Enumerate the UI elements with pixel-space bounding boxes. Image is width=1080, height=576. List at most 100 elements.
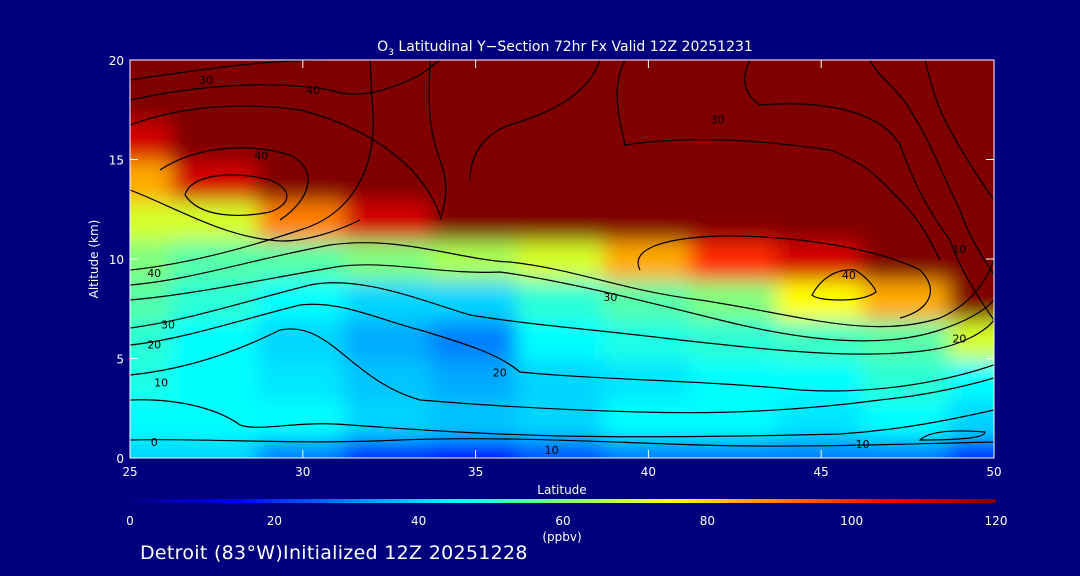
heatmap-cell — [862, 436, 953, 458]
heatmap-cell — [948, 157, 994, 202]
contour-label: 0 — [151, 436, 158, 449]
heatmap-cell — [862, 60, 953, 82]
heatmap-cell — [257, 276, 348, 321]
contour-label: 40 — [254, 150, 268, 163]
heatmap-cell — [430, 60, 521, 82]
contour-line — [130, 189, 361, 242]
x-axis-label: Latitude — [537, 483, 586, 497]
heatmap-cell — [171, 117, 262, 162]
contour-line — [918, 430, 986, 441]
ozone-heatmap — [130, 60, 994, 458]
y-tick-label: 15 — [109, 154, 124, 168]
heatmap-cell — [862, 356, 953, 401]
heatmap-cell — [257, 197, 348, 242]
heatmap-cell — [430, 197, 521, 242]
heatmap-cell — [430, 316, 521, 361]
heatmap-cell — [689, 356, 780, 401]
heatmap-cell — [776, 117, 867, 162]
heatmap-cell — [689, 237, 780, 281]
heatmap-cell — [344, 60, 435, 82]
contour-line — [130, 264, 994, 342]
heatmap-cell — [344, 276, 435, 321]
heatmap-cell — [171, 276, 262, 321]
contour-label: 10 — [154, 376, 168, 389]
heatmap-cell — [430, 157, 521, 202]
heatmap-cell — [862, 396, 953, 441]
heatmap-cell — [776, 60, 867, 82]
contour-line — [130, 60, 441, 101]
heatmap-cell — [603, 396, 694, 441]
heatmap-cell — [776, 197, 867, 242]
heatmap-cell — [603, 237, 694, 281]
y-tick-label: 5 — [116, 353, 124, 367]
heatmap-cell — [344, 157, 435, 202]
heatmap-cell — [130, 197, 176, 242]
colorbar-tick-label: 80 — [700, 514, 715, 528]
heatmap-cell — [776, 157, 867, 202]
x-tick-label: 40 — [641, 465, 656, 479]
y-tick-label: 0 — [116, 452, 124, 466]
colorbar-tick-label: 40 — [411, 514, 426, 528]
x-tick-label: 50 — [986, 465, 1001, 479]
heatmap-cell — [130, 436, 176, 458]
heatmap-cell — [516, 77, 608, 122]
heatmap-cell — [862, 237, 953, 281]
heatmap-cell — [344, 237, 435, 281]
contour-line — [130, 242, 994, 328]
heatmap-cell — [689, 77, 780, 122]
heatmap-cell — [516, 60, 608, 82]
heatmap-cell — [257, 60, 348, 82]
contour-line — [469, 60, 601, 181]
heatmap-cell — [776, 237, 867, 281]
heatmap-cell — [257, 117, 348, 162]
contour-label: 10 — [545, 444, 559, 457]
heatmap-cell — [344, 117, 435, 162]
heatmap-cell — [948, 436, 994, 458]
contour-line — [744, 60, 994, 321]
heatmap-cell — [862, 117, 953, 162]
heatmap-cell — [171, 436, 262, 458]
heatmap-cell — [948, 356, 994, 401]
chart-title: O3 Latitudinal Y−Section 72hr Fx Valid 1… — [377, 39, 753, 58]
heatmap-cell — [130, 117, 176, 162]
x-tick-label: 30 — [295, 465, 310, 479]
contour-line — [130, 328, 994, 414]
colorbar-tick-label: 60 — [555, 514, 570, 528]
x-tick-label: 35 — [468, 465, 483, 479]
contour-label: 40 — [306, 84, 320, 97]
heatmap-cell — [130, 396, 176, 441]
heatmap-cell — [689, 197, 780, 242]
contour-line — [924, 60, 994, 201]
contour-line — [130, 282, 994, 355]
heatmap-cell — [171, 157, 262, 202]
heatmap-cell — [689, 276, 780, 321]
y-tick-label: 10 — [109, 253, 124, 267]
contour-line — [159, 147, 309, 221]
colorbar-ticks: 0 20 40 60 80 100 120 — [126, 514, 1007, 528]
colorbar-tick-label: 120 — [985, 514, 1008, 528]
heatmap-cell — [776, 356, 867, 401]
heatmap-cell — [430, 77, 521, 122]
contour-line — [130, 303, 994, 392]
heatmap-cell — [516, 356, 608, 401]
contour-line — [130, 60, 374, 271]
heatmap-cell — [516, 117, 608, 162]
heatmap-cell — [257, 316, 348, 361]
contour-label: 10 — [952, 243, 966, 256]
heatmap-cell — [603, 436, 694, 458]
contour-line — [616, 60, 941, 261]
contour-line — [130, 438, 994, 447]
heatmap-cell — [603, 157, 694, 202]
heatmap-cell — [344, 197, 435, 242]
heatmap-cell — [862, 276, 953, 321]
heatmap-cell — [257, 237, 348, 281]
heatmap-cell — [603, 316, 694, 361]
heatmap-cell — [862, 197, 953, 242]
heatmap-cell — [862, 316, 953, 361]
contour-label: 10 — [856, 438, 870, 451]
heatmap-cell — [948, 60, 994, 82]
contour-label: 30 — [603, 291, 617, 304]
heatmap-cell — [689, 396, 780, 441]
heatmap-cell — [344, 77, 435, 122]
